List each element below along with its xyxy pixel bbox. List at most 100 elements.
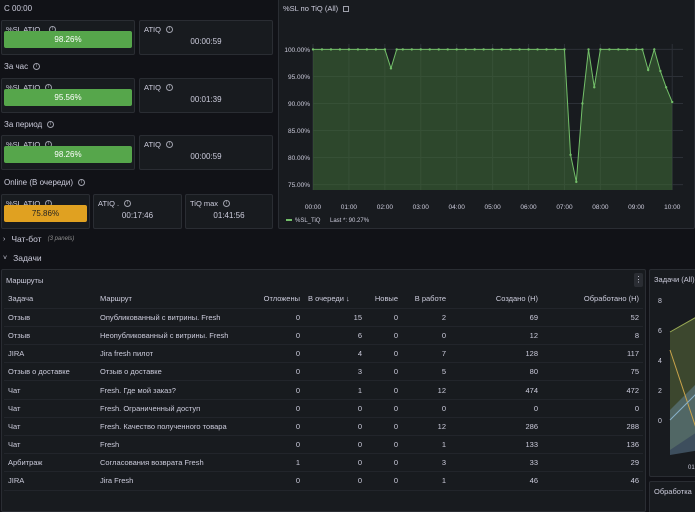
row-panel-count: (3 panels) bbox=[47, 236, 75, 242]
table-cell: 0 bbox=[366, 344, 402, 364]
table-cell: 0 bbox=[366, 362, 402, 382]
x-tick-label: 01:00 bbox=[341, 204, 358, 211]
table-row[interactable]: Отзыв Опубликованный с витрины. Fresh 0 15 0… bbox=[4, 308, 643, 327]
column-header-created[interactable]: Создано (Н) bbox=[450, 290, 542, 309]
column-header-deferred[interactable]: Отложены bbox=[256, 290, 304, 309]
table-row[interactable]: Чат Fresh. Ограниченный доступ 0 0 0 0 0 0 bbox=[4, 399, 643, 418]
info-icon[interactable]: i bbox=[223, 200, 231, 207]
table-cell: 33 bbox=[450, 453, 542, 473]
data-point bbox=[509, 48, 512, 51]
x-tick-label: 05:00 bbox=[484, 204, 501, 211]
table-row[interactable]: Отзыв Неопубликованный с витрины. Fresh 0 6… bbox=[4, 326, 643, 346]
data-point bbox=[446, 48, 449, 51]
tasks-all-panel[interactable]: Задачи (All) 8 6 4 2 0 01 bbox=[649, 269, 695, 477]
info-icon[interactable]: i bbox=[165, 84, 173, 91]
table-cell: Чат bbox=[4, 417, 96, 437]
x-tick-label: 04:00 bbox=[449, 204, 466, 211]
atiq-panel-online[interactable]: ATIQ . i 00:17:46 bbox=[93, 194, 182, 229]
sl-atiq-panel-online[interactable]: %SL ATIQ i 75.86% bbox=[1, 194, 90, 229]
data-point bbox=[401, 48, 405, 51]
atiq-value: 00:00:59 bbox=[190, 37, 222, 46]
table-cell: Отзыв bbox=[4, 308, 96, 327]
table-cell: 0 bbox=[402, 326, 450, 346]
table-cell: 1 bbox=[402, 471, 450, 491]
table-cell: 5 bbox=[402, 362, 450, 382]
table-cell: 6 bbox=[304, 326, 366, 346]
table-row[interactable]: Чат Fresh. Качество полученного товара 0 0 0… bbox=[4, 417, 643, 437]
data-point bbox=[635, 48, 638, 51]
table-row[interactable]: Чат Fresh 0 0 0 1 133 136 bbox=[4, 435, 643, 455]
info-icon[interactable]: i bbox=[165, 141, 173, 148]
section-label-online: Online (В очереди) i bbox=[4, 178, 85, 187]
table-row[interactable]: JIRA Jira fresh пилот 0 4 0 7 128 117 bbox=[4, 344, 643, 364]
data-point bbox=[608, 48, 611, 51]
sl-value-bar: 98.26% bbox=[4, 146, 132, 163]
table-cell: 75 bbox=[542, 362, 643, 382]
table-cell: 0 bbox=[366, 453, 402, 473]
sl-atiq-panel-period[interactable]: %SL ATIQ i 98.26% bbox=[1, 135, 135, 170]
column-header-queued[interactable]: В очереди ↓ bbox=[304, 290, 366, 309]
table-cell: 1 bbox=[256, 453, 304, 473]
column-header-new[interactable]: Новые bbox=[366, 290, 402, 309]
y-tick-label: 90.00% bbox=[288, 101, 310, 108]
section-label-hour: За час i bbox=[4, 62, 41, 71]
processing-panel[interactable]: Обработка bbox=[649, 481, 695, 512]
data-point bbox=[347, 48, 351, 51]
cutoff-label: С 00:00 bbox=[4, 4, 33, 13]
table-cell: Чат bbox=[4, 435, 96, 455]
atiq-panel-today[interactable]: ATIQ i 00:00:59 bbox=[139, 20, 273, 55]
table-cell: 0 bbox=[366, 380, 402, 400]
info-icon[interactable]: i bbox=[47, 121, 55, 128]
data-point bbox=[554, 48, 557, 51]
column-header-route[interactable]: Маршрут bbox=[96, 290, 256, 309]
atiq-panel-period[interactable]: ATIQ i 00:00:59 bbox=[139, 135, 273, 170]
table-cell: Опубликованный с витрины. Fresh bbox=[96, 308, 256, 327]
atiq-panel-hour[interactable]: ATIQ i 00:01:39 bbox=[139, 78, 273, 113]
data-point bbox=[626, 48, 629, 51]
info-icon[interactable]: i bbox=[33, 63, 41, 70]
data-point bbox=[518, 48, 521, 51]
panel-title: Задачи (All) bbox=[654, 275, 695, 284]
table-cell: Согласования возврата Fresh bbox=[96, 453, 256, 473]
row-tasks[interactable]: ˅ Задачи bbox=[3, 253, 42, 263]
column-header-in-progress[interactable]: В работе bbox=[402, 290, 450, 309]
atiq-value: 00:17:46 bbox=[121, 211, 154, 220]
table-row[interactable]: JIRA Jira Fresh 0 0 0 1 46 46 bbox=[4, 471, 643, 491]
data-point bbox=[641, 48, 644, 51]
row-chatbot[interactable]: › Чат-бот (3 panels) bbox=[3, 234, 74, 244]
tasks-all-chart[interactable]: 8 6 4 2 0 01 bbox=[650, 270, 695, 477]
y-tick: 8 bbox=[658, 298, 662, 305]
table-cell: 0 bbox=[256, 362, 304, 382]
data-point bbox=[671, 100, 674, 104]
table-cell: 0 bbox=[402, 399, 450, 418]
x-tick-label: 03:00 bbox=[413, 204, 430, 211]
table-cell: 0 bbox=[304, 399, 366, 418]
tiq-max-panel[interactable]: TiQ max i 01:41:56 bbox=[185, 194, 273, 229]
sl-tiq-chart[interactable]: 100.00% 95.00% 90.00% 85.00% 80.00% 75.00% 00:… bbox=[279, 0, 694, 228]
sl-atiq-panel-today[interactable]: %SL ATIQ .i 98.26% bbox=[1, 20, 135, 55]
column-header-task[interactable]: Задача bbox=[4, 290, 96, 309]
panel-menu-icon[interactable]: ⋮ bbox=[634, 273, 643, 287]
data-point bbox=[473, 48, 476, 51]
table-cell: 0 bbox=[256, 380, 304, 400]
table-cell: 136 bbox=[542, 435, 643, 455]
table-row[interactable]: Арбитраж Согласования возврата Fresh 1 0 0 3 3… bbox=[4, 453, 643, 473]
atiq-value: 00:00:59 bbox=[190, 152, 222, 161]
table-row[interactable]: Отзыв о доставке Отзыв о доставке 0 3 0 5 80 75 bbox=[4, 362, 643, 382]
table-cell: 46 bbox=[450, 471, 542, 491]
info-icon[interactable]: i bbox=[165, 26, 173, 33]
info-icon[interactable]: i bbox=[77, 179, 85, 186]
table-cell: 1 bbox=[304, 380, 366, 400]
table-row[interactable]: Чат Fresh. Где мой заказ? 0 1 0 12 474 472 bbox=[4, 380, 643, 400]
sl-tiq-chart-panel[interactable]: %SL по TiQ (All) 100.00% 95.00% 90.00% 85.0… bbox=[278, 0, 695, 229]
table-cell: 0 bbox=[256, 417, 304, 437]
table-cell: 0 bbox=[366, 326, 402, 346]
table-cell: Fresh. Качество полученного товара bbox=[96, 417, 256, 437]
column-header-processed[interactable]: Обработано (Н) bbox=[542, 290, 643, 309]
data-point bbox=[587, 48, 590, 51]
series-area bbox=[313, 49, 673, 190]
routes-table-panel[interactable]: Маршруты ⋮ Задача Маршрут Отложены В оче… bbox=[1, 269, 646, 512]
sl-atiq-panel-hour[interactable]: %SL ATIQ i 95.56% bbox=[1, 78, 135, 113]
info-icon[interactable]: i bbox=[124, 200, 132, 207]
table-cell: 4 bbox=[304, 344, 366, 364]
